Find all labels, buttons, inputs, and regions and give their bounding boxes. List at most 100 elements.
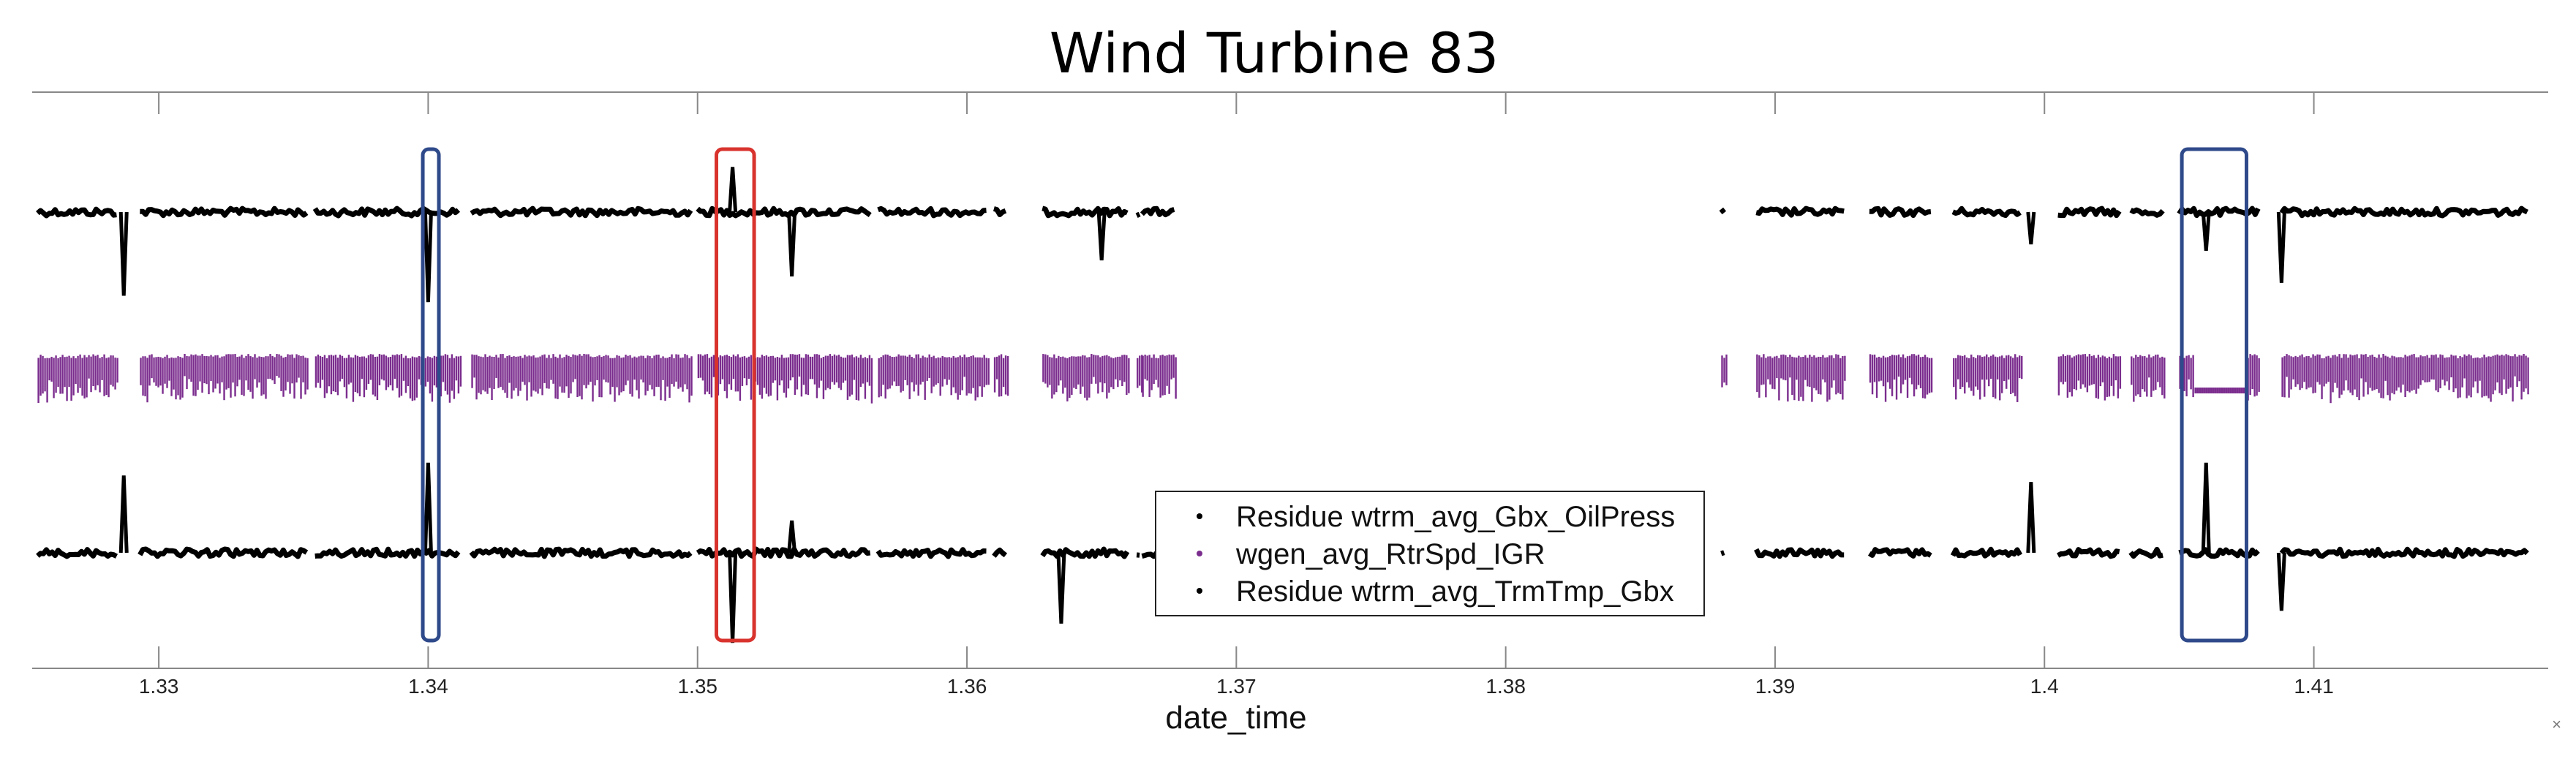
data-point	[1873, 354, 1876, 382]
data-point	[2446, 357, 2448, 382]
data-point	[356, 355, 359, 393]
data-point	[2437, 357, 2439, 393]
data-trace	[875, 547, 987, 559]
data-point	[2305, 356, 2308, 390]
data-trace	[2279, 205, 2528, 219]
data-point	[2312, 354, 2314, 393]
data-point	[2411, 354, 2413, 391]
data-point	[864, 357, 867, 399]
data-point	[188, 356, 190, 380]
data-point	[1771, 358, 1774, 389]
data-point	[900, 355, 902, 393]
data-point	[2393, 356, 2395, 395]
data-point	[1793, 357, 1796, 401]
data-point	[878, 358, 880, 398]
data-point	[870, 358, 873, 404]
data-point	[2137, 356, 2139, 395]
data-spike	[787, 520, 797, 554]
data-point	[334, 355, 337, 393]
data-point	[2430, 355, 2433, 380]
data-point	[2104, 356, 2106, 401]
data-point	[278, 354, 280, 378]
data-point	[411, 356, 414, 401]
data-point	[2494, 355, 2496, 390]
data-point	[157, 356, 159, 388]
data-trace	[1950, 546, 2023, 559]
data-point	[276, 354, 278, 377]
data-point	[1769, 356, 1771, 385]
data-point	[590, 356, 592, 382]
data-point	[61, 355, 64, 394]
data-point	[658, 354, 660, 388]
data-point	[489, 355, 491, 388]
data-point	[1882, 355, 1885, 387]
data-point	[2520, 355, 2523, 400]
data-point	[950, 358, 952, 396]
data-point	[985, 358, 987, 385]
data-point	[2236, 388, 2239, 393]
data-point	[459, 355, 462, 387]
data-point	[508, 355, 511, 383]
data-point	[853, 357, 856, 380]
data-point	[741, 356, 744, 386]
data-point	[42, 355, 44, 394]
data-point	[1818, 356, 1820, 394]
data-point	[304, 358, 306, 395]
data-point	[64, 357, 66, 388]
data-point	[385, 355, 388, 390]
data-point	[972, 355, 974, 388]
data-point	[686, 355, 688, 390]
data-point	[2253, 354, 2256, 397]
data-point	[2106, 358, 2109, 397]
data-point	[833, 354, 836, 385]
data-point	[475, 355, 478, 400]
data-spike	[423, 462, 433, 554]
close-icon[interactable]: ×	[2552, 715, 2561, 733]
data-point	[844, 358, 847, 381]
data-point	[2221, 388, 2223, 393]
data-point	[267, 356, 269, 380]
data-point	[471, 354, 473, 388]
data-point	[644, 358, 647, 396]
data-point	[1060, 357, 1062, 381]
data-trace	[1754, 547, 1845, 559]
data-point	[2185, 355, 2188, 397]
data-point	[2365, 354, 2367, 382]
data-point	[807, 354, 810, 396]
data-point	[2444, 358, 2446, 386]
data-point	[44, 358, 46, 392]
data-point	[886, 354, 889, 390]
data-point	[2003, 358, 2006, 382]
data-point	[234, 354, 236, 397]
data-point	[2398, 357, 2400, 388]
data-point	[175, 358, 177, 400]
data-point	[177, 356, 179, 396]
data-point	[159, 357, 162, 386]
data-point	[2303, 357, 2305, 382]
data-point	[1058, 355, 1060, 386]
data-point	[361, 356, 364, 380]
data-point	[607, 355, 609, 383]
data-point	[539, 356, 541, 389]
data-trace	[1719, 207, 1727, 215]
data-point	[2188, 355, 2190, 380]
data-trace	[36, 547, 118, 559]
data-point	[941, 355, 944, 387]
data-point	[2281, 357, 2283, 397]
data-point	[241, 355, 243, 395]
data-point	[552, 354, 554, 384]
data-point	[86, 357, 88, 398]
data-point	[1984, 356, 1986, 397]
data-point	[2068, 355, 2071, 393]
data-point	[1966, 357, 1968, 382]
data-point	[857, 358, 860, 401]
data-point	[840, 356, 843, 390]
data-point	[2332, 355, 2334, 393]
data-point	[2082, 354, 2084, 385]
data-point	[216, 355, 219, 384]
data-point	[2232, 388, 2234, 393]
data-point	[1128, 358, 1130, 393]
data-point	[2060, 356, 2063, 382]
data-point	[2225, 388, 2228, 393]
